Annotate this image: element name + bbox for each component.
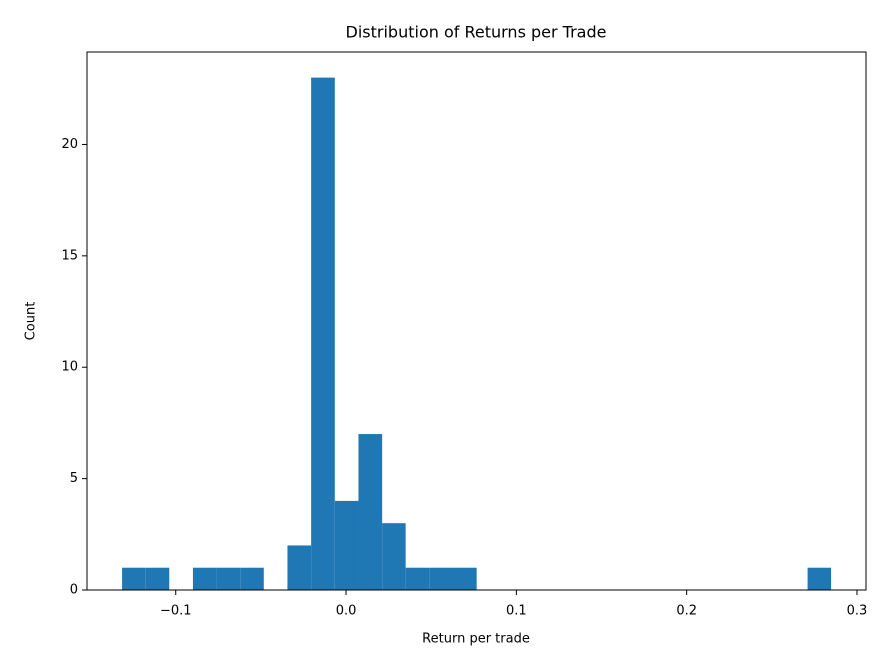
histogram-bar — [145, 567, 170, 590]
y-tick-label: 15 — [61, 248, 78, 263]
histogram-bar — [287, 545, 312, 590]
x-tick-label: −0.1 — [160, 604, 192, 619]
histogram-bar — [807, 567, 832, 590]
histogram-bar — [334, 500, 359, 590]
y-axis-label: Count — [24, 302, 39, 341]
y-tick-label: 5 — [70, 471, 78, 486]
x-tick-label: 0.1 — [506, 604, 527, 619]
chart-title: Distribution of Returns per Trade — [346, 23, 607, 42]
y-tick-label: 10 — [61, 360, 78, 375]
histogram-bar — [192, 567, 217, 590]
y-tick-label: 20 — [61, 137, 78, 152]
x-tick-label: 0.0 — [336, 604, 357, 619]
histogram-bar — [240, 567, 264, 590]
x-tick-label: 0.2 — [676, 604, 697, 619]
histogram-bar — [216, 567, 241, 590]
histogram-bar — [358, 434, 383, 590]
histogram-bar — [452, 567, 477, 590]
histogram-bar — [429, 567, 453, 590]
plot-frame — [86, 51, 867, 591]
histogram-bar — [311, 77, 335, 591]
histogram-bar — [122, 567, 146, 590]
histogram-bar — [405, 567, 430, 590]
histogram-bar — [382, 523, 406, 590]
x-axis-label: Return per trade — [422, 632, 530, 647]
y-tick-label: 0 — [70, 583, 78, 598]
x-tick-label: 0.3 — [847, 604, 868, 619]
